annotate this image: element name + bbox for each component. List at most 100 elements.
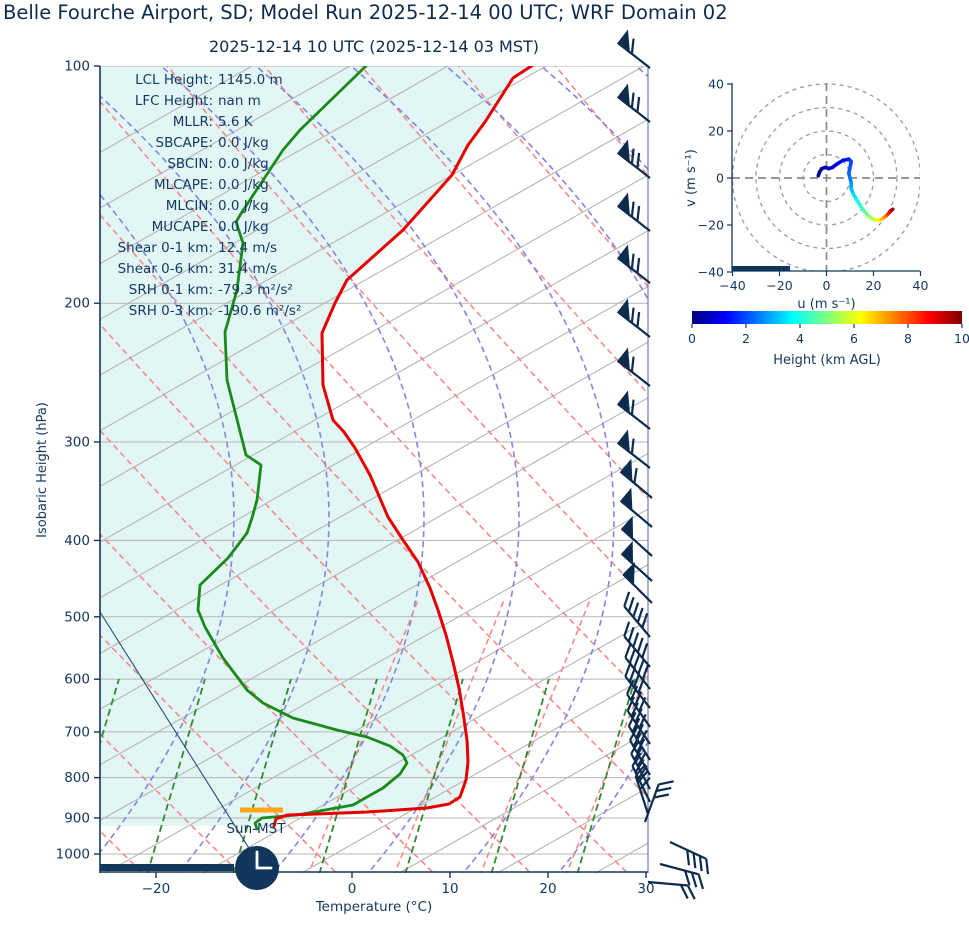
hodograph-range-ring bbox=[755, 106, 898, 250]
pressure-tick-label: 300 bbox=[64, 434, 90, 450]
dewpoint-curve bbox=[196, 66, 409, 831]
stat-value: -190.6 m²/s² bbox=[218, 303, 302, 319]
wind-barb-icon bbox=[624, 642, 651, 690]
colorbar-tick-label: 6 bbox=[850, 331, 858, 346]
wind-barb-icon bbox=[619, 458, 653, 499]
valid-time-subtitle: 2025-12-14 10 UTC (2025-12-14 03 MST) bbox=[208, 37, 540, 56]
colorbar-title: Height (km AGL) bbox=[773, 353, 881, 368]
wind-barb-icon bbox=[647, 880, 696, 900]
mixing-ratio-line bbox=[100, 678, 120, 747]
wind-barb-icon bbox=[620, 516, 653, 557]
low-level-adiabat-line bbox=[902, 600, 969, 895]
hodograph-x-tick-label: −20 bbox=[766, 278, 792, 293]
hodograph-y-tick-label: 0 bbox=[716, 171, 724, 186]
y-axis-title: Isobaric Height (hPa) bbox=[35, 402, 50, 538]
stat-value: 12.4 m/s bbox=[218, 240, 278, 256]
isotherm-line bbox=[202, 619, 648, 873]
wind-barb-icon bbox=[643, 780, 674, 823]
wind-barb-icon bbox=[634, 763, 651, 815]
wind-barb-icon bbox=[616, 347, 651, 387]
hodograph-x-axis-title: u (m s⁻¹) bbox=[797, 297, 855, 312]
dry-adiabat-line bbox=[263, 66, 648, 500]
hodograph-y-tick-label: −40 bbox=[698, 265, 724, 280]
hodograph-y-axis-title: v (m s⁻¹) bbox=[684, 149, 699, 207]
isotherm-line bbox=[496, 786, 648, 873]
stat-label: Shear 0-6 km: bbox=[117, 261, 213, 277]
hodograph-plot-area bbox=[732, 83, 920, 271]
low-level-adiabat-line bbox=[307, 599, 419, 873]
isotherm-line bbox=[300, 675, 648, 873]
isotherm-line bbox=[100, 66, 351, 209]
wind-barb-icon bbox=[616, 29, 651, 69]
isotherm-line bbox=[100, 508, 648, 822]
pressure-tick-label: 500 bbox=[64, 609, 90, 625]
low-level-adiabat-line bbox=[565, 667, 648, 873]
stat-row: Shear 0-6 km: 31.4 m/s bbox=[100, 261, 278, 282]
isotherm-line bbox=[594, 842, 648, 873]
pressure-tick-label: 100 bbox=[64, 59, 90, 75]
isotherm-line bbox=[100, 118, 648, 432]
dry-adiabat-line bbox=[360, 66, 648, 395]
stat-value: 5.6 K bbox=[218, 114, 253, 130]
low-level-adiabat-line bbox=[393, 599, 505, 873]
dry-adiabat-line bbox=[100, 323, 629, 873]
moist-adiabat-line bbox=[100, 95, 330, 873]
hodograph-y-tick-label: −20 bbox=[698, 218, 724, 233]
moist-adiabat-line bbox=[159, 66, 425, 873]
temp-tick-label: 10 bbox=[441, 881, 458, 897]
low-level-adiabat-line bbox=[644, 600, 762, 895]
x-axis-title: Temperature (°C) bbox=[315, 899, 433, 915]
stat-label: SRH 0-1 km: bbox=[128, 282, 213, 298]
parcel-path-line bbox=[100, 611, 258, 862]
temp-tick-label: 20 bbox=[539, 881, 556, 897]
wind-barb-icon bbox=[616, 139, 651, 179]
wind-barb-icon bbox=[616, 429, 651, 469]
wind-barb-icon bbox=[616, 390, 651, 430]
stat-value: nan m bbox=[218, 93, 261, 109]
stat-row: SBCIN: 0.0 J/kg bbox=[100, 156, 269, 177]
moist-adiabat-line bbox=[444, 66, 648, 873]
colorbar-tick-label: 4 bbox=[796, 331, 804, 346]
dry-adiabat-line bbox=[100, 429, 532, 873]
stat-label: MLCAPE: bbox=[153, 177, 213, 193]
stat-row: MLCIN: 0.0 J/kg bbox=[100, 198, 269, 219]
isotherm-line bbox=[398, 731, 648, 873]
pressure-tick-label: 200 bbox=[64, 296, 90, 312]
stat-label: SBCAPE: bbox=[155, 135, 213, 151]
moist-adiabat-line bbox=[100, 193, 235, 854]
stat-value: 1145.0 m bbox=[218, 72, 283, 88]
stat-value: 0.0 J/kg bbox=[218, 156, 269, 172]
isotherm-line bbox=[100, 452, 648, 766]
hodograph-x-tick-label: 20 bbox=[866, 278, 882, 293]
dry-adiabat-line bbox=[100, 532, 435, 873]
hodograph-y-tick-label: 20 bbox=[708, 124, 724, 139]
wind-barb-icon bbox=[616, 192, 651, 232]
skewt-plot-area bbox=[100, 40, 969, 900]
moist-adiabat-line bbox=[539, 66, 648, 171]
colorbar-tick-label: 8 bbox=[904, 331, 912, 346]
dry-adiabat-line bbox=[100, 732, 241, 873]
hodograph-y-tick-label: 40 bbox=[708, 77, 724, 92]
stat-value: 0.0 J/kg bbox=[218, 177, 269, 193]
wind-barb-icon bbox=[629, 726, 651, 776]
wind-barb-icon bbox=[669, 841, 710, 875]
wind-barb-icon bbox=[631, 752, 651, 803]
stat-row: SBCAPE: 0.0 J/kg bbox=[100, 135, 269, 156]
dry-adiabat-line bbox=[100, 213, 648, 799]
stat-row: LCL Height: 1145.0 m bbox=[100, 72, 283, 93]
dry-adiabat-line bbox=[100, 100, 648, 701]
colorbar-tick-label: 0 bbox=[688, 331, 696, 346]
temp-tick-label: −20 bbox=[142, 881, 171, 897]
wind-barb-icon bbox=[620, 541, 653, 582]
isotherm-line bbox=[100, 397, 648, 710]
low-level-adiabat-line bbox=[730, 600, 848, 895]
temperature-curve bbox=[272, 66, 535, 828]
height-colorbar bbox=[692, 311, 962, 324]
dry-adiabat-line bbox=[631, 40, 969, 900]
pressure-tick-label: 900 bbox=[64, 810, 90, 826]
stat-label: MUCAPE: bbox=[151, 219, 213, 235]
colorbar-tick-label: 10 bbox=[954, 331, 969, 346]
wind-barb-icon bbox=[622, 562, 653, 604]
pressure-tick-label: 400 bbox=[64, 533, 90, 549]
